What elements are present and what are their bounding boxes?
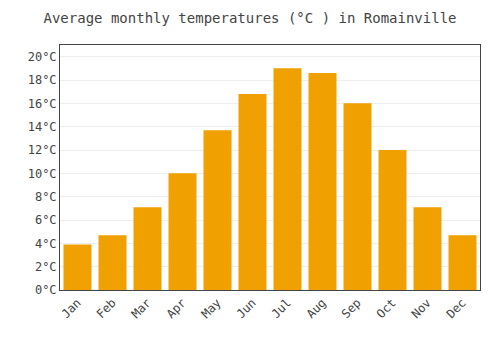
- svg-text:2°C: 2°C: [35, 260, 57, 274]
- svg-text:Apr: Apr: [164, 296, 189, 321]
- svg-text:Dec: Dec: [444, 296, 469, 321]
- svg-text:Oct: Oct: [374, 296, 399, 321]
- svg-text:Jul: Jul: [269, 296, 294, 321]
- svg-text:Mar: Mar: [129, 296, 154, 321]
- svg-text:14°C: 14°C: [28, 120, 57, 134]
- svg-text:16°C: 16°C: [28, 97, 57, 111]
- svg-text:Aug: Aug: [304, 296, 329, 321]
- svg-text:0°C: 0°C: [35, 283, 57, 297]
- svg-text:Sep: Sep: [339, 296, 364, 321]
- svg-text:Average monthly temperatures (: Average monthly temperatures (°C ) in Ro…: [43, 10, 456, 26]
- svg-text:20°C: 20°C: [28, 50, 57, 64]
- svg-text:Feb: Feb: [94, 296, 119, 321]
- svg-text:4°C: 4°C: [35, 237, 57, 251]
- svg-text:Jan: Jan: [59, 296, 84, 321]
- svg-text:May: May: [199, 296, 224, 321]
- svg-text:12°C: 12°C: [28, 143, 57, 157]
- svg-text:8°C: 8°C: [35, 190, 57, 204]
- svg-text:10°C: 10°C: [28, 167, 57, 181]
- svg-text:18°C: 18°C: [28, 73, 57, 87]
- svg-text:Jun: Jun: [234, 296, 259, 321]
- svg-text:6°C: 6°C: [35, 213, 57, 227]
- svg-text:Nov: Nov: [409, 296, 434, 321]
